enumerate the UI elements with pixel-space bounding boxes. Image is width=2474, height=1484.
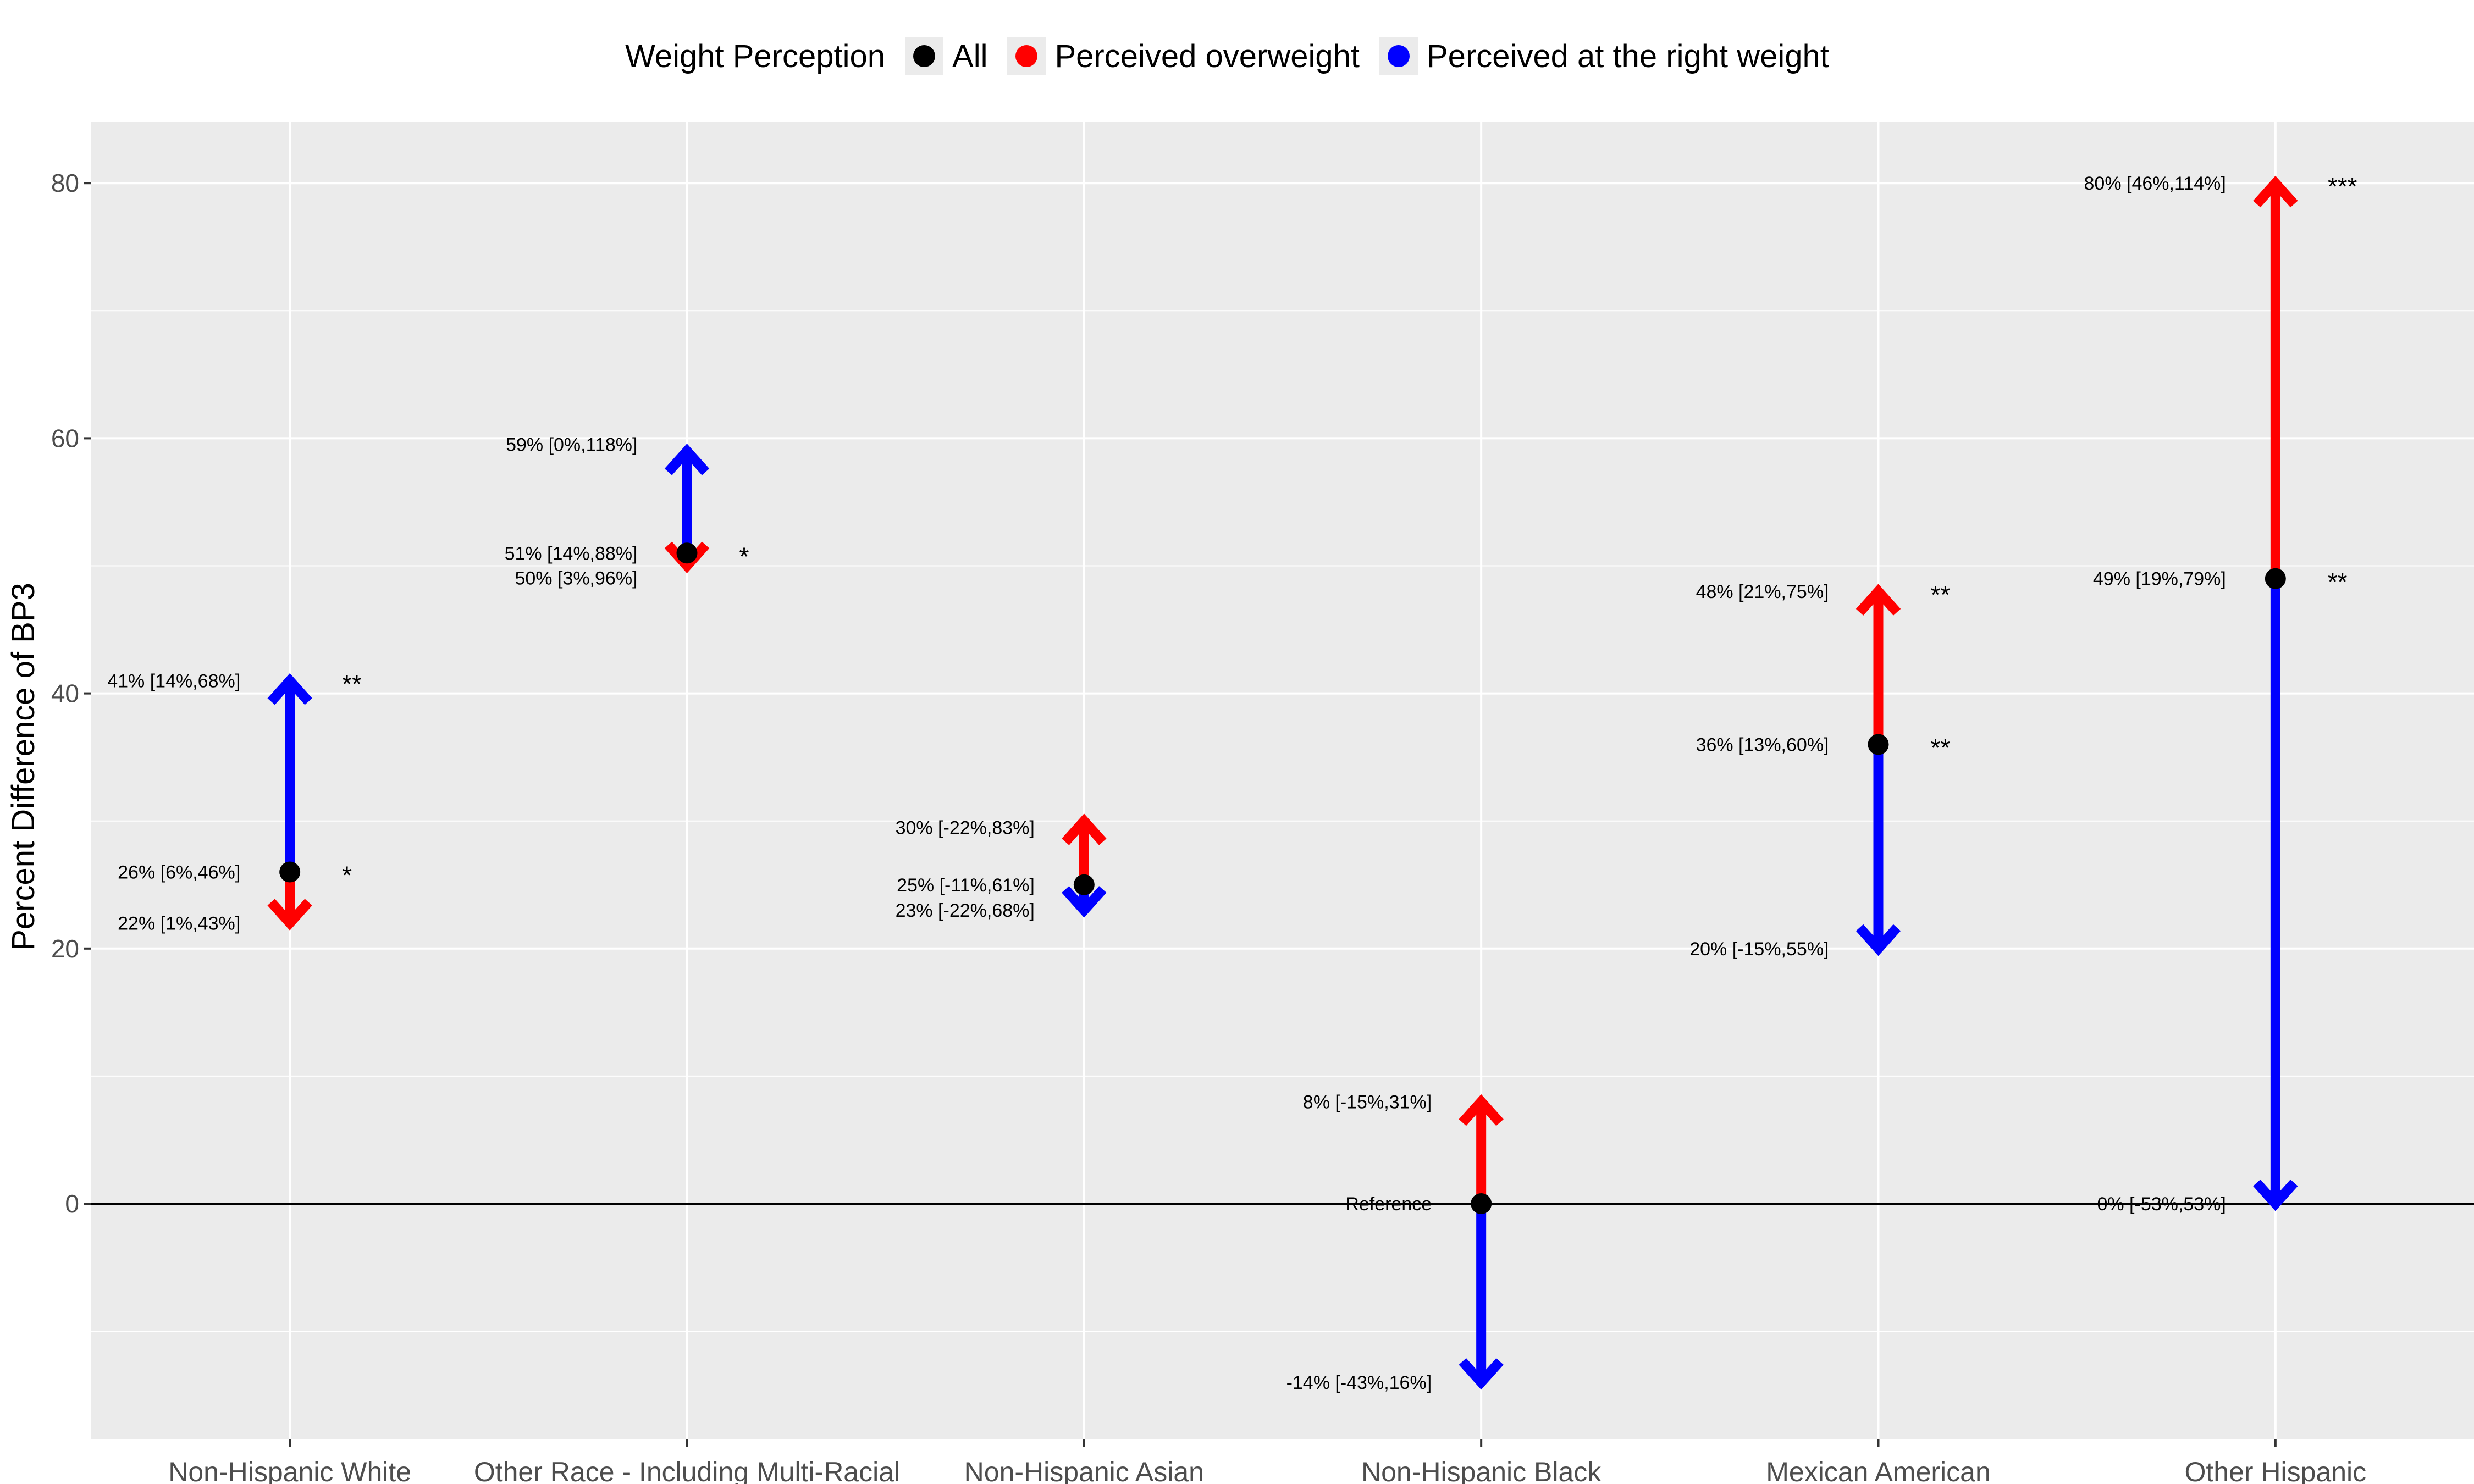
plot-panel	[91, 122, 2474, 1439]
data-labels: 26% [6%,46%] * 51% [14%,88%] * 25% [-11%,61%…	[107, 172, 2357, 1393]
y-tick-label: 60	[51, 424, 79, 452]
legend-key-all	[905, 37, 944, 75]
arrow-head	[1856, 924, 1901, 956]
y-tick-label: 20	[51, 934, 79, 963]
data-label: 80% [46%,114%]	[2084, 173, 2226, 194]
legend-key-right-weight	[1379, 37, 1418, 75]
legend-dot-right-weight	[1388, 45, 1410, 67]
data-label: 51% [14%,88%]	[505, 543, 638, 564]
data-label: 0% [-53%,53%]	[2097, 1194, 2226, 1215]
y-tick-label: 80	[51, 169, 79, 197]
data-label: 59% [0%,118%]	[506, 435, 637, 456]
arrow-head	[1459, 1358, 1504, 1390]
data-label: 36% [13%,60%]	[1696, 734, 1829, 755]
legend-title: Weight Perception	[625, 38, 886, 74]
point-all	[279, 861, 301, 883]
points	[279, 542, 2286, 1214]
data-label: 49% [19%,79%]	[2093, 569, 2226, 590]
data-label: Reference	[1345, 1194, 1432, 1215]
legend-label-overweight: Perceived overweight	[1054, 38, 1360, 74]
arrow-head	[2253, 175, 2298, 208]
legend-dot-overweight	[1015, 45, 1038, 67]
data-label: 25% [-11%,61%]	[897, 875, 1035, 896]
data-label: 50% [3%,96%]	[515, 568, 637, 589]
x-tick-label: Other Hispanic	[2184, 1457, 2366, 1484]
arrows	[267, 175, 2298, 1390]
data-label: 41% [14%,68%]	[107, 671, 240, 691]
significance-stars: **	[342, 669, 362, 698]
y-axis-title: Percent Difference of BP3	[5, 583, 41, 951]
significance-stars: **	[2328, 568, 2348, 596]
arrow-head	[2253, 1179, 2298, 1211]
significance-stars: ***	[2328, 172, 2357, 201]
arrow-head	[664, 541, 710, 573]
data-label: 48% [21%,75%]	[1696, 582, 1829, 602]
x-tick-label: Non-Hispanic Black	[1361, 1457, 1602, 1484]
arrow-head	[1459, 1094, 1504, 1126]
arrow-head	[1856, 584, 1901, 616]
point-all	[676, 542, 698, 564]
data-label: 22% [1%,43%]	[118, 913, 240, 934]
data-label: 8% [-15%,31%]	[1303, 1092, 1432, 1112]
significance-stars: *	[342, 861, 352, 890]
y-tick-label: 40	[51, 679, 79, 708]
significance-stars: **	[1931, 580, 1951, 609]
significance-stars: **	[1931, 733, 1951, 762]
legend-label-all: All	[952, 38, 988, 74]
data-label: 26% [6%,46%]	[118, 862, 240, 883]
x-tick-label: Mexican American	[1766, 1457, 1991, 1484]
legend: Weight Perception All Perceived overweig…	[0, 29, 2474, 84]
y-axis: 0 20 40 60 80	[51, 169, 91, 1218]
grid-minor	[91, 310, 2474, 1332]
x-tick-label: Non-Hispanic White	[168, 1457, 411, 1484]
legend-dot-all	[913, 45, 936, 67]
x-tick-label: Other Race - Including Multi-Racial	[474, 1457, 900, 1484]
data-label: 20% [-15%,55%]	[1689, 939, 1829, 960]
arrow-head	[1062, 886, 1107, 918]
y-tick-label: 0	[65, 1189, 79, 1218]
legend-key-overweight	[1007, 37, 1046, 75]
arrow-head	[267, 673, 312, 705]
point-all	[2265, 568, 2286, 589]
legend-label-right-weight: Perceived at the right weight	[1427, 38, 1829, 74]
x-tick-label: Non-Hispanic Asian	[964, 1457, 1204, 1484]
arrow-head	[664, 444, 710, 475]
point-all	[1868, 734, 1889, 755]
point-all	[1471, 1193, 1492, 1214]
x-axis: Non-Hispanic White Other Race - Including…	[168, 1439, 2366, 1484]
point-all	[1073, 874, 1095, 895]
data-label: 30% [-22%,83%]	[896, 818, 1035, 839]
data-label: -14% [-43%,16%]	[1286, 1372, 1432, 1393]
arrow-head	[1062, 813, 1107, 845]
data-label: 23% [-22%,68%]	[896, 900, 1035, 921]
arrow-head	[267, 899, 312, 931]
significance-stars: *	[739, 542, 749, 571]
